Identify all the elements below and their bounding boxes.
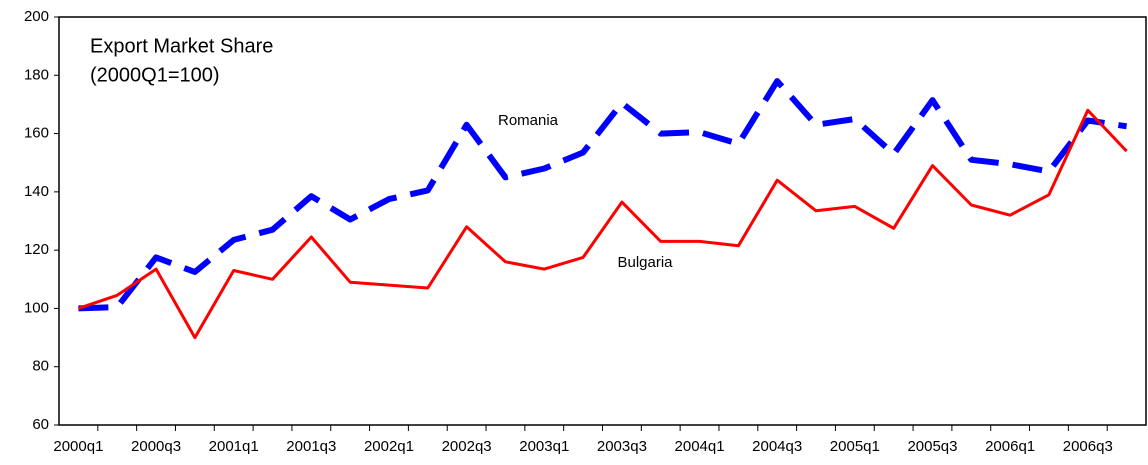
plot-frame bbox=[58, 16, 1147, 426]
x-tick-label: 2003q3 bbox=[597, 438, 647, 455]
x-tick-label: 2005q3 bbox=[907, 438, 957, 455]
x-tick-label: 2004q1 bbox=[675, 438, 725, 455]
series-line bbox=[77, 108, 1128, 340]
x-tick-label: 2005q1 bbox=[830, 438, 880, 455]
chart-subtitle: (2000Q1=100) bbox=[90, 64, 220, 86]
x-tick-label: 2003q1 bbox=[519, 438, 569, 455]
x-tick-label: 2001q1 bbox=[209, 438, 259, 455]
y-tick-label: 120 bbox=[24, 241, 49, 258]
y-tick-label: 140 bbox=[24, 183, 49, 200]
x-tick-label: 2006q3 bbox=[1063, 438, 1113, 455]
chart-title: Export Market Share bbox=[90, 35, 273, 57]
x-tick-label: 2002q1 bbox=[364, 438, 414, 455]
series-line bbox=[78, 78, 1128, 312]
y-tick-label: 160 bbox=[24, 125, 49, 142]
y-tick-label: 100 bbox=[24, 299, 49, 316]
x-tick-label: 2002q3 bbox=[442, 438, 492, 455]
x-tick-label: 2006q1 bbox=[985, 438, 1035, 455]
x-tick-label: 2000q1 bbox=[53, 438, 103, 455]
x-tick-label: 2001q3 bbox=[286, 438, 336, 455]
y-tick-label: 80 bbox=[32, 358, 49, 375]
y-tick-label: 60 bbox=[32, 416, 49, 433]
x-tick-label: 2000q3 bbox=[131, 438, 181, 455]
y-tick-label: 180 bbox=[24, 66, 49, 83]
series-label: Bulgaria bbox=[617, 254, 673, 271]
x-tick-label: 2004q3 bbox=[752, 438, 802, 455]
y-tick-label: 200 bbox=[24, 8, 49, 25]
series-label: Romania bbox=[498, 112, 559, 129]
